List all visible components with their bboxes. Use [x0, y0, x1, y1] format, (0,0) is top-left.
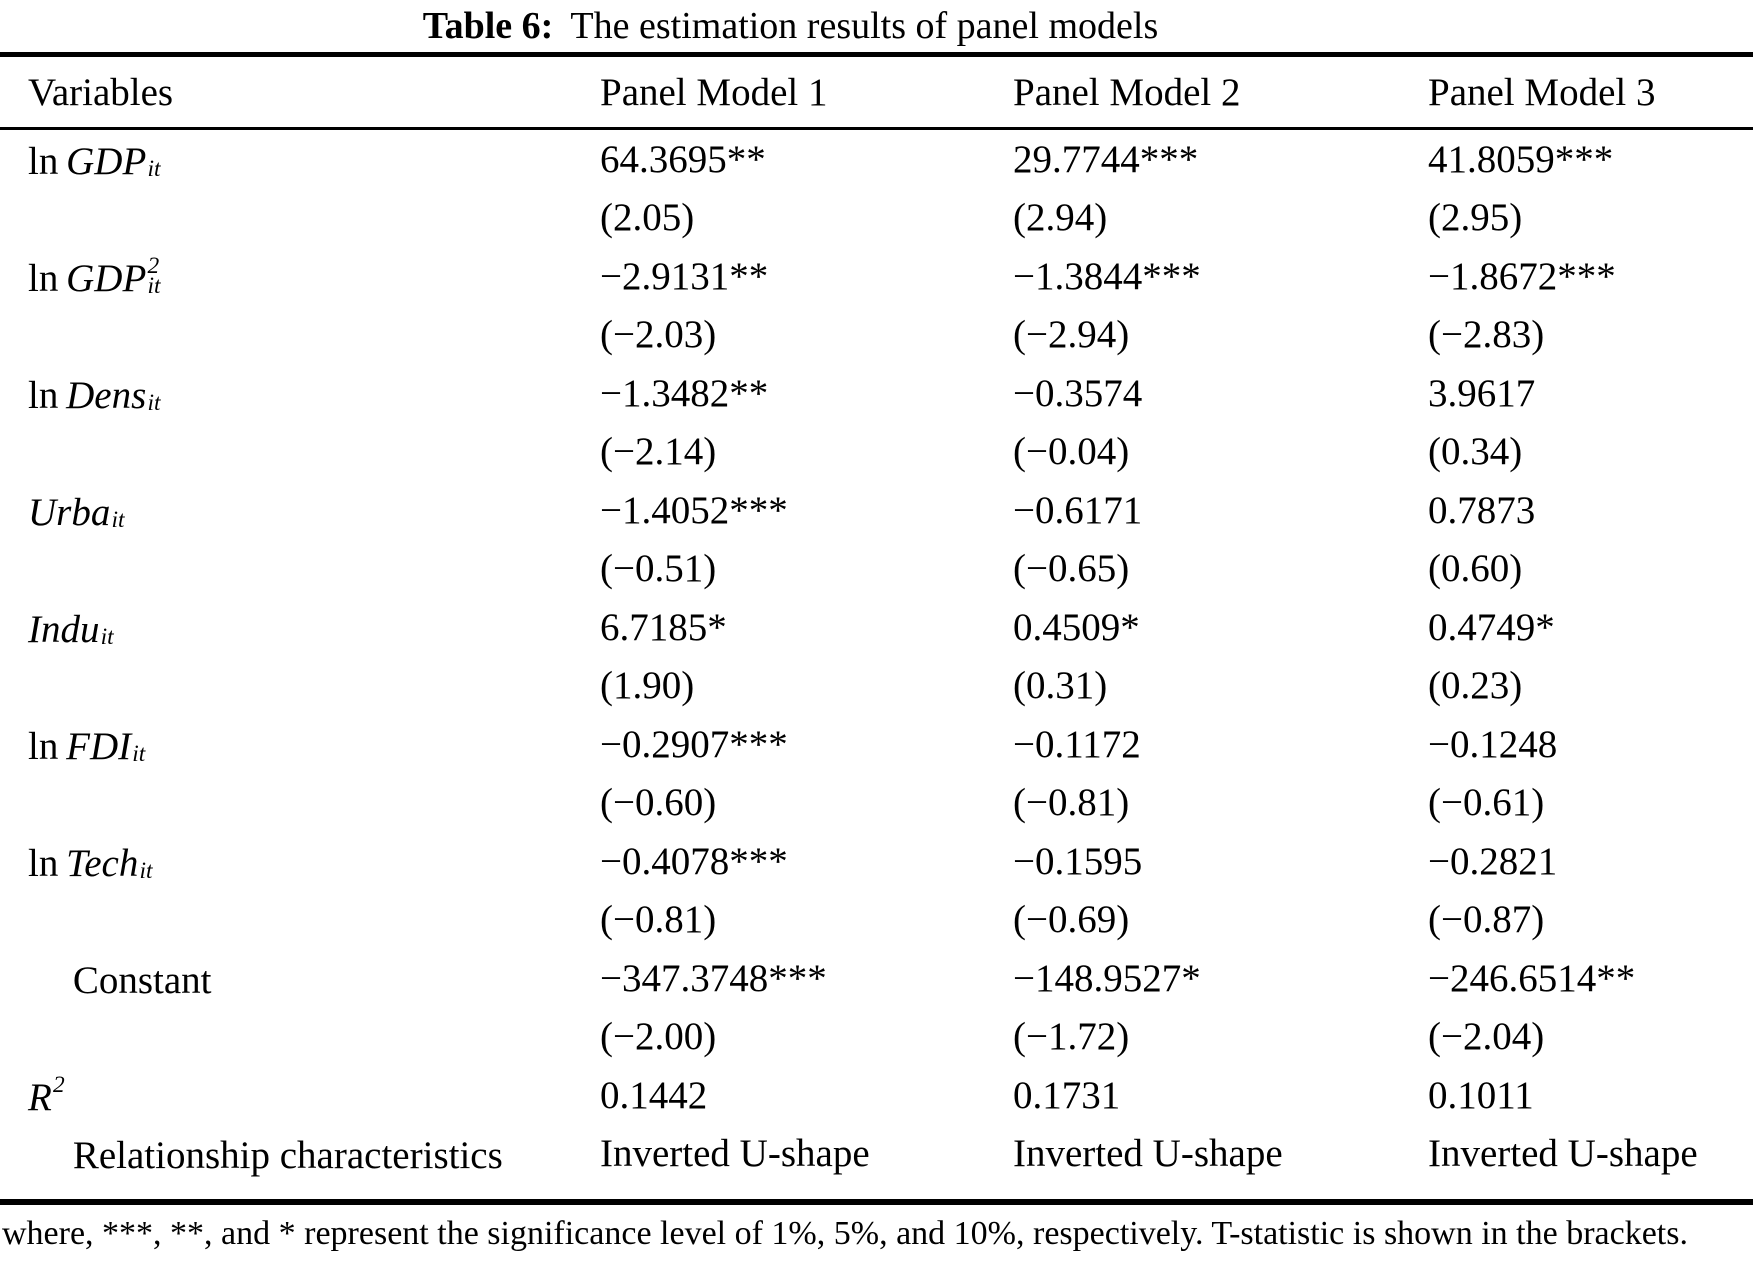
coefficient-value: −0.2821: [1428, 839, 1558, 883]
relationship-value: Inverted U-shape: [600, 1132, 870, 1176]
header-variables: Variables: [28, 70, 174, 114]
t-statistic-value: (0.34): [1428, 430, 1523, 474]
t-statistic-value: (−2.00): [600, 1015, 717, 1059]
table-row-relationship: Relationship characteristics Inverted U-…: [0, 1125, 1753, 1184]
t-statistic-value: (2.94): [1013, 196, 1108, 240]
table-row-ln-dens: ln Dens it −1.3482** (−2.14) −0.3574 (−0.0…: [0, 364, 1753, 481]
table-row-ln-gdp-squared: ln GDP 2 it −2.9131** (−2.03) −1.3844*** (−…: [0, 247, 1753, 364]
relationship-value: Inverted U-shape: [1428, 1132, 1698, 1176]
t-statistic-value: (2.05): [600, 196, 695, 240]
coefficient-value: 0.7873: [1428, 488, 1536, 532]
t-statistic-value: (−2.04): [1428, 1015, 1545, 1059]
t-statistic-value: (−2.94): [1013, 313, 1130, 357]
coefficient-value: 6.7185*: [600, 605, 727, 649]
coefficient-value: −246.6514**: [1428, 956, 1636, 1000]
t-statistic-value: (0.60): [1428, 547, 1523, 591]
r-squared-value: 0.1731: [1013, 1073, 1121, 1117]
variable-label: ln Dens it: [28, 373, 161, 417]
coefficient-value: −0.4078***: [600, 839, 788, 883]
coefficient-value: −347.3748***: [600, 956, 827, 1000]
table-header-row: Variables Panel Model 1 Panel Model 2 Pa…: [0, 57, 1753, 127]
table-title-text: The estimation results of panel models: [570, 5, 1159, 47]
table-row-indu: Indu it 6.7185* (1.90) 0.4509* (0.31) 0.4…: [0, 598, 1753, 715]
coefficient-value: −1.8672***: [1428, 254, 1616, 298]
coefficient-value: −0.1172: [1013, 722, 1141, 766]
header-panel-model-1: Panel Model 1: [600, 70, 828, 114]
coefficient-value: 0.4749*: [1428, 605, 1555, 649]
t-statistic-value: (−0.81): [600, 898, 717, 942]
coefficient-value: −1.3844***: [1013, 254, 1201, 298]
t-statistic-value: (−0.04): [1013, 430, 1130, 474]
t-statistic-value: (−0.61): [1428, 781, 1545, 825]
coefficient-value: 0.4509*: [1013, 605, 1140, 649]
t-statistic-value: (−2.14): [600, 430, 717, 474]
table-row-constant: Constant −347.3748*** (−2.00) −148.9527*…: [0, 949, 1753, 1066]
t-statistic-value: (−0.87): [1428, 898, 1545, 942]
coefficient-value: −1.3482**: [600, 371, 769, 415]
variable-label: ln Tech it: [28, 841, 153, 885]
t-statistic-value: (−0.51): [600, 547, 717, 591]
relationship-value: Inverted U-shape: [1013, 1132, 1283, 1176]
t-statistic-value: (−0.81): [1013, 781, 1130, 825]
header-panel-model-3: Panel Model 3: [1428, 70, 1656, 114]
bottom-rule: [0, 1199, 1753, 1205]
coefficient-value: 41.8059***: [1428, 137, 1614, 181]
coefficient-value: 64.3695**: [600, 137, 766, 181]
coefficient-value: −2.9131**: [600, 254, 769, 298]
t-statistic-value: (0.23): [1428, 664, 1523, 708]
coefficient-value: −1.4052***: [600, 488, 788, 532]
header-panel-model-2: Panel Model 2: [1013, 70, 1241, 114]
variable-label: Urba it: [28, 490, 125, 534]
coefficient-value: 29.7744***: [1013, 137, 1199, 181]
coefficient-value: −0.1248: [1428, 722, 1558, 766]
t-statistic-value: (−2.03): [600, 313, 717, 357]
t-statistic-value: (−1.72): [1013, 1015, 1130, 1059]
t-statistic-value: (2.95): [1428, 196, 1523, 240]
coefficient-value: −0.6171: [1013, 488, 1143, 532]
t-statistic-value: (−0.60): [600, 781, 717, 825]
t-statistic-value: (−0.65): [1013, 547, 1130, 591]
table-footnote: where, ***, **, and * represent the sign…: [2, 1215, 1688, 1252]
coefficient-value: −0.1595: [1013, 839, 1143, 883]
variable-label: Indu it: [28, 607, 114, 651]
t-statistic-value: (1.90): [600, 664, 695, 708]
table-row-ln-tech: ln Tech it −0.4078*** (−0.81) −0.1595 (−0.…: [0, 832, 1753, 949]
coefficient-value: −0.2907***: [600, 722, 788, 766]
t-statistic-value: (−0.69): [1013, 898, 1130, 942]
variable-label: ln GDP it: [28, 139, 161, 183]
variable-label: Constant: [72, 958, 212, 1002]
table-title: Table 6: The estimation results of panel…: [0, 0, 1667, 52]
table-row-ln-fdi: ln FDI it −0.2907*** (−0.60) −0.1172 (−0.8…: [0, 715, 1753, 832]
header-rule: [0, 127, 1753, 130]
table-row-urba: Urba it −1.4052*** (−0.51) −0.6171 (−0.65…: [0, 481, 1753, 598]
coefficient-value: −148.9527*: [1013, 956, 1201, 1000]
table-title-number: Table 6:: [422, 5, 554, 47]
r-squared-value: 0.1442: [600, 1073, 708, 1117]
variable-label: Relationship characteristics: [72, 1134, 503, 1178]
t-statistic-value: (−2.83): [1428, 313, 1545, 357]
coefficient-value: 3.9617: [1428, 371, 1536, 415]
variable-label: ln GDP 2 it: [28, 253, 161, 300]
r-squared-value: 0.1011: [1428, 1073, 1534, 1117]
coefficient-value: −0.3574: [1013, 371, 1143, 415]
t-statistic-value: (0.31): [1013, 664, 1108, 708]
top-rule: [0, 52, 1753, 57]
variable-label: ln FDI it: [28, 724, 146, 768]
table-row-ln-gdp: ln GDP it 64.3695** (2.05) 29.7744*** (2.9…: [0, 130, 1753, 247]
